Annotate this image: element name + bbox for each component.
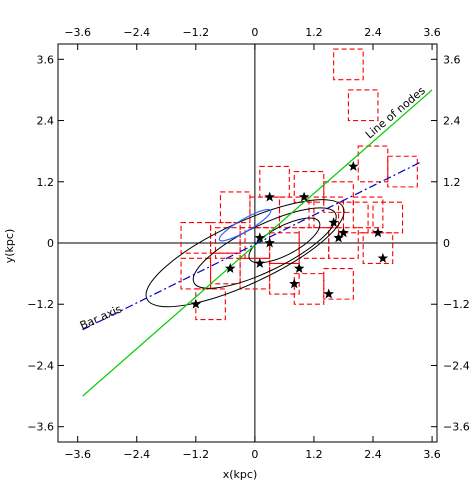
star-mark [254, 257, 266, 268]
star-mark [289, 278, 300, 289]
y-tick-label-right: −3.6 [443, 421, 470, 434]
box-mark [323, 267, 354, 300]
x-tick-label-top: 0 [251, 26, 258, 39]
bottom-axis: −3.6 −2.4 −1.2 0 1.2 2.4 3.6 [64, 436, 441, 461]
contour-mark [192, 207, 337, 289]
box-mark [333, 48, 364, 81]
y-tick-label: −1.2 [27, 298, 54, 311]
x-tick-label: −2.4 [123, 448, 150, 461]
star-mark [225, 263, 236, 273]
y-tick-label: −2.4 [27, 359, 54, 372]
star-mark [377, 252, 389, 263]
left-axis: −3.6 −2.4 −1.2 0 1.2 2.4 3.6 [27, 53, 64, 434]
star-mark [338, 227, 349, 238]
star-mark [264, 237, 275, 248]
contour-blue-mark [218, 208, 272, 242]
star-mark [293, 263, 305, 273]
box-mark [352, 196, 384, 229]
contour-series [145, 199, 345, 308]
x-tick-label-top: −1.2 [182, 26, 209, 39]
x-tick-label-top: 1.2 [305, 26, 323, 39]
right-axis: −3.6 −2.4 −1.2 0 1.2 2.4 3.6 [431, 53, 470, 434]
x-tick-label-top: 2.4 [364, 26, 382, 39]
zero-axes [58, 44, 437, 442]
x-tick-label-top: −3.6 [64, 26, 91, 39]
y-tick-label: 1.2 [37, 176, 55, 189]
y-tick-label-right: 0 [443, 237, 450, 250]
box-mark [357, 145, 389, 183]
y-axis-title: y(kpc) [3, 229, 16, 264]
star-mark [372, 227, 384, 238]
x-tick-label: −3.6 [64, 448, 91, 461]
star-mark [298, 191, 310, 202]
star-mark [323, 288, 334, 299]
y-tick-label: 2.4 [37, 115, 55, 128]
star-mark [348, 160, 359, 171]
box-mark [269, 262, 300, 295]
star-mark [190, 298, 202, 309]
x-tick-label: 1.2 [305, 448, 323, 461]
y-tick-label: −3.6 [27, 421, 54, 434]
box-mark [362, 232, 394, 264]
box-mark [210, 222, 241, 254]
star-mark [254, 232, 266, 243]
box-mark [338, 201, 369, 234]
y-tick-label: 0 [47, 237, 54, 250]
x-tick-label: −1.2 [182, 448, 209, 461]
box-mark [387, 155, 418, 188]
y-tick-label-right: −2.4 [443, 359, 470, 372]
contour-mark [248, 217, 321, 264]
star-mark [328, 217, 339, 228]
box-mark [210, 252, 241, 285]
box-mark [214, 227, 246, 259]
box-mark [239, 257, 271, 290]
line-series [82, 89, 433, 397]
x-tick-label: 0 [251, 448, 258, 461]
box-mark [328, 227, 359, 259]
y-tick-label-right: 1.2 [443, 176, 461, 189]
star-mark [333, 232, 344, 243]
x-tick-label: 2.4 [364, 448, 382, 461]
y-tick-label-right: 3.6 [443, 53, 461, 66]
box-series [180, 48, 418, 321]
x-axis-title: x(kpc) [223, 468, 258, 481]
star-series [190, 160, 389, 309]
y-tick-label-right: −1.2 [443, 298, 470, 311]
box-mark [278, 196, 310, 229]
x-tick-label-top: −2.4 [123, 26, 150, 39]
box-mark [347, 89, 379, 122]
y-tick-label-right: 2.4 [443, 115, 461, 128]
bar-axis-line [82, 160, 423, 331]
star-mark [264, 191, 275, 202]
x-tick-label: 3.6 [423, 448, 441, 461]
x-tick-label-top: 3.6 [423, 26, 441, 39]
y-tick-label: 3.6 [37, 53, 55, 66]
top-axis: −3.6 −2.4 −1.2 0 1.2 2.4 3.6 [64, 26, 441, 50]
